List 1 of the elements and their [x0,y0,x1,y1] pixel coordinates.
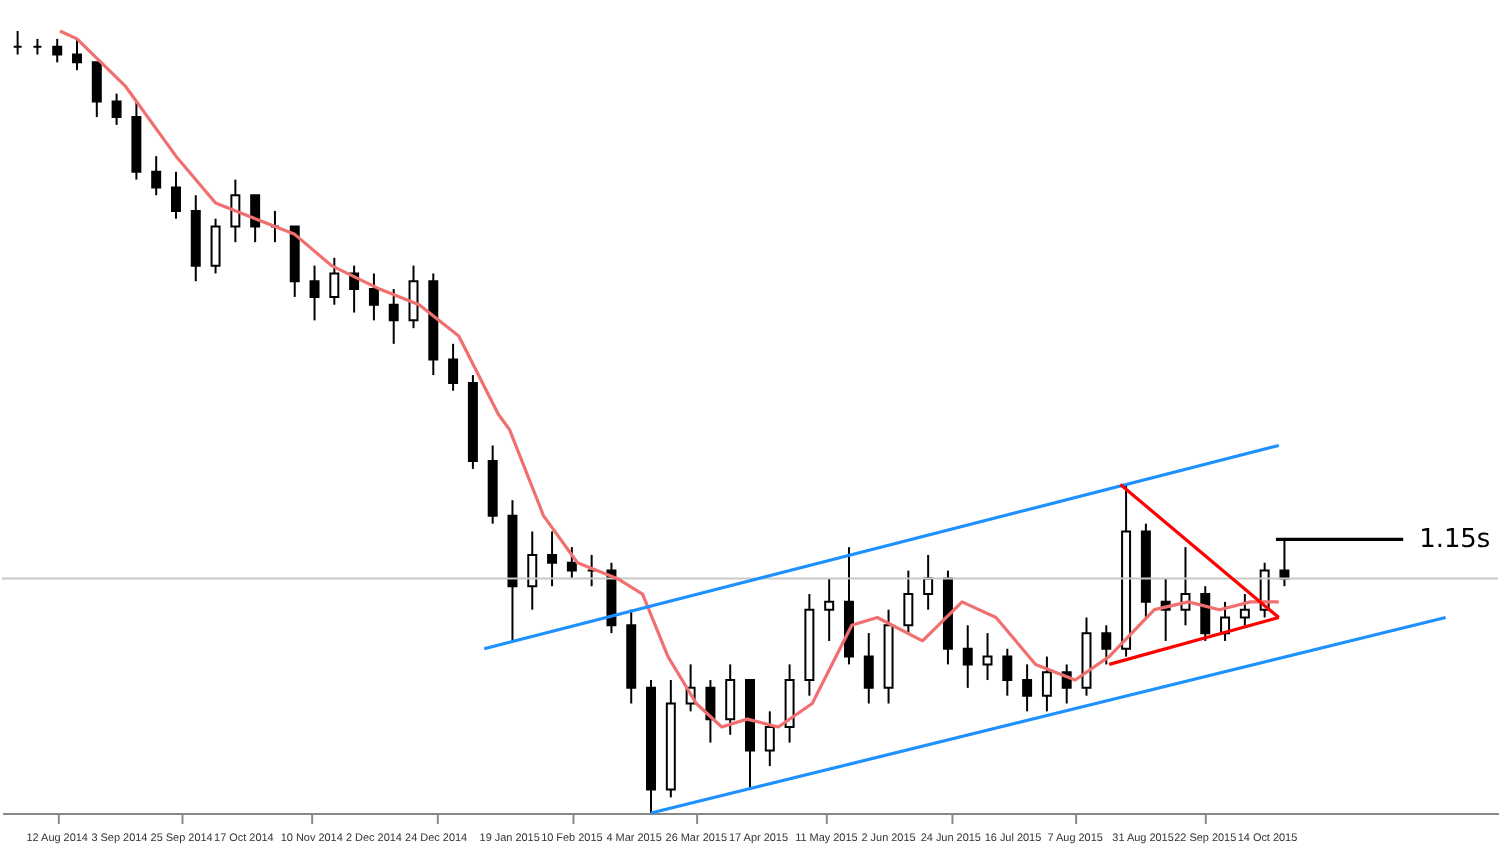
series-label: 1.15s [1419,525,1491,556]
